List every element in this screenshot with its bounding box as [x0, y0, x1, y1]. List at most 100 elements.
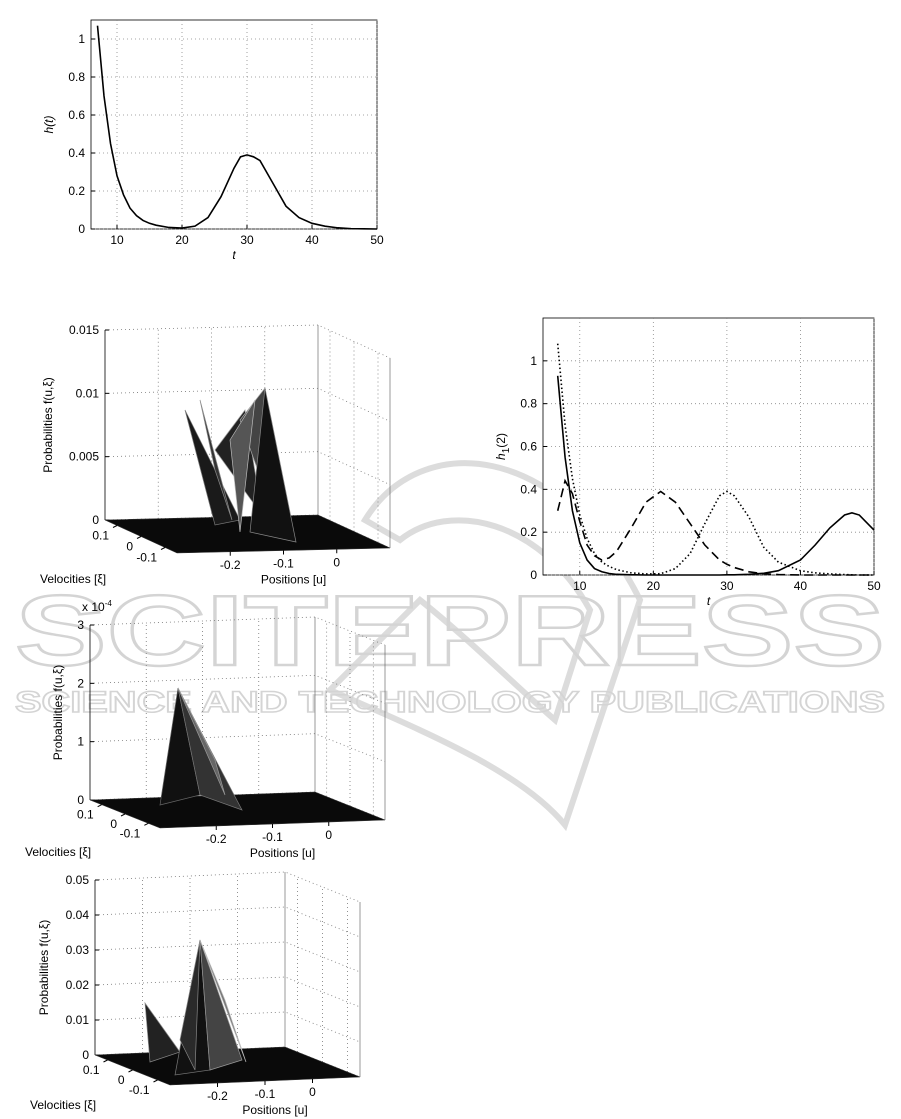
v-tick	[103, 1059, 108, 1063]
x-tick-label: 30	[240, 233, 254, 247]
z-tick-label: 0.01	[76, 386, 100, 400]
y-tick-label: 0	[78, 222, 85, 236]
z-tick-label: 0.02	[66, 978, 90, 992]
x-tick-label: 10	[110, 233, 124, 247]
grid-line	[94, 871, 361, 903]
x-tick-label: 20	[175, 233, 189, 247]
v-tick-label: -0.1	[136, 551, 157, 565]
grid-line	[89, 733, 386, 763]
surface-shapes	[159, 687, 243, 811]
x-axis-label: t	[707, 594, 711, 608]
y-tick-label: 0.4	[520, 482, 537, 496]
z-tick-label: 0.005	[69, 450, 99, 464]
y-axis-label: h1(2)	[494, 433, 512, 460]
surface-shapes	[184, 387, 297, 543]
v-tick	[112, 525, 118, 528]
grid-line	[94, 906, 361, 938]
watermark-logo	[324, 460, 644, 832]
x-tick-label: 50	[370, 233, 384, 247]
grid-line	[94, 976, 361, 1008]
u-tick-label: -0.1	[273, 557, 294, 571]
z-tick-label: 1	[77, 735, 84, 749]
u-tick-label: 0	[333, 555, 340, 569]
x-tick-label: 50	[867, 579, 881, 593]
z-tick-label: 0.015	[69, 323, 99, 337]
grid-line	[104, 324, 391, 359]
z-tick-label: 0.05	[66, 873, 90, 887]
u-tick-label: -0.2	[220, 558, 241, 572]
y-tick-label: 1	[78, 32, 85, 46]
surface-floor	[104, 514, 391, 554]
v-axis-label: Velocities [ξ]	[30, 1098, 96, 1112]
x-tick-label: 10	[573, 579, 587, 593]
y-tick-label: 1	[530, 354, 537, 368]
z-tick-label: 3	[77, 618, 84, 632]
v-tick-label: 0.1	[77, 808, 94, 822]
u-tick-label: -0.1	[262, 830, 283, 844]
v-tick-label: 0	[118, 1073, 125, 1087]
x-tick-label: 40	[305, 233, 319, 247]
y-tick-label: 0.2	[68, 184, 85, 198]
u-axis-label: Positions [u]	[242, 1103, 307, 1117]
grid-line	[94, 1011, 361, 1043]
u-tick-label: 0	[309, 1085, 316, 1099]
x-tick-label: 30	[720, 579, 734, 593]
v-tick-label: 0	[110, 817, 117, 831]
y-tick-label: 0.8	[520, 397, 537, 411]
y-tick-label: 0	[530, 568, 537, 582]
u-tick-label: -0.2	[206, 832, 227, 846]
z-tick-label: 0	[77, 793, 84, 807]
y-axis-label: h(t)	[42, 115, 56, 133]
y-tick-label: 0.6	[68, 108, 85, 122]
v-axis-label: Velocities [ξ]	[25, 845, 91, 859]
u-axis-label: Positions [u]	[250, 846, 315, 860]
z-tick-label: 0.03	[66, 943, 90, 957]
data-line	[556, 375, 875, 576]
x-tick-label: 20	[647, 579, 661, 593]
z-axis-label: Probabilities f(u,ξ)	[37, 920, 51, 1015]
data-line	[96, 25, 378, 230]
label-part: h	[494, 453, 508, 460]
grid-line	[94, 941, 361, 973]
z-axis-label: Probabilities f(u,ξ)	[51, 665, 65, 760]
z-axis-label: Probabilities f(u,ξ)	[41, 377, 55, 472]
v-tick-label: -0.1	[120, 826, 141, 840]
watermark-title: SCITEPRESS	[15, 575, 885, 687]
x-tick-label: 40	[794, 579, 808, 593]
label-part: x 10	[82, 600, 105, 614]
z-tick-label: 0.01	[66, 1013, 90, 1027]
v-tick	[153, 1079, 158, 1083]
v-tick	[120, 813, 126, 817]
v-tick	[128, 1069, 133, 1073]
v-tick-label: 0	[126, 540, 133, 554]
v-tick-label: 0.1	[92, 529, 109, 543]
label-sup: -4	[105, 599, 113, 608]
u-axis-label: Positions [u]	[261, 573, 326, 587]
watermark-subtitle: SCIENCE AND TECHNOLOGY PUBLICATIONS	[15, 686, 885, 719]
u-tick-label: -0.1	[255, 1087, 276, 1101]
v-tick	[97, 804, 102, 808]
z-exponent: x 10-4	[82, 599, 112, 614]
v-axis-label: Velocities [ξ]	[40, 572, 106, 586]
y-tick-label: 0.2	[520, 525, 537, 539]
surface-floor	[89, 791, 386, 829]
y-tick-label: 0.4	[68, 146, 85, 160]
v-tick	[136, 536, 142, 539]
data-line	[556, 478, 874, 576]
v-tick-label: -0.1	[129, 1083, 150, 1097]
y-tick-label: 0.6	[520, 440, 537, 454]
z-tick-label: 2	[77, 676, 84, 690]
z-tick-label: 0	[92, 513, 99, 527]
u-tick-label: -0.2	[207, 1089, 228, 1103]
label-sub: 1	[501, 447, 512, 453]
label-part: (2)	[494, 433, 508, 448]
y-tick-label: 0.8	[68, 70, 85, 84]
z-tick-label: 0	[82, 1048, 89, 1062]
plot-area	[90, 19, 378, 230]
v-tick	[160, 547, 166, 550]
x-axis-label: t	[232, 248, 236, 262]
v-tick-label: 0.1	[83, 1063, 100, 1077]
v-tick	[144, 822, 149, 826]
z-tick-label: 0.04	[66, 908, 90, 922]
